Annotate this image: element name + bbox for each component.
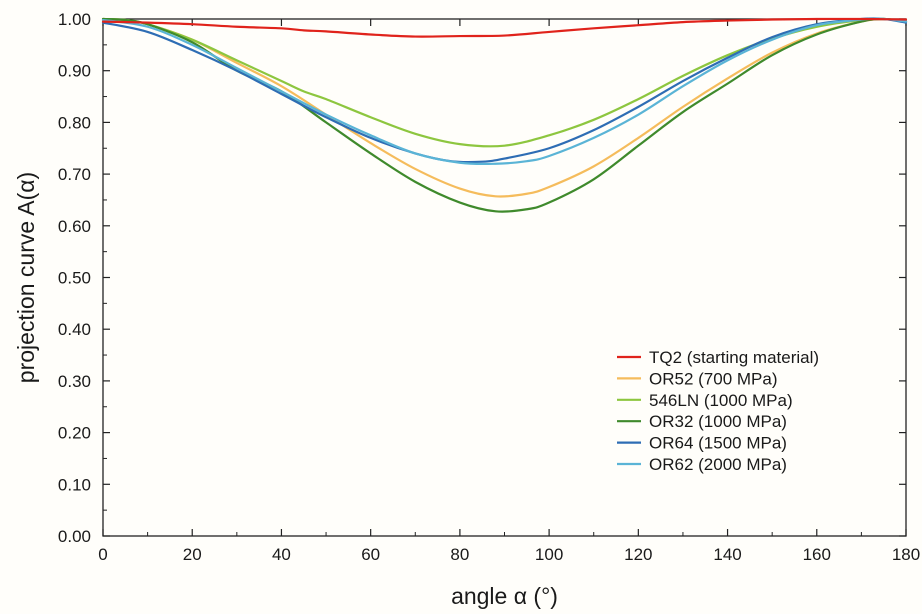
series-line-4 — [101, 17, 908, 213]
legend-label-6: OR62 (2000 MPa) — [649, 455, 787, 474]
y-tick-label: 0.40 — [58, 320, 91, 339]
x-axis: 0 20 40 60 80 100 120 140 160 180 — [98, 19, 920, 564]
y-tick-label: 0.20 — [58, 424, 91, 443]
series-line-2 — [101, 17, 908, 198]
legend-label-1: TQ2 (starting material) — [649, 348, 819, 367]
y-axis-title: projection curve A(α) — [13, 172, 39, 383]
legend-label-5: OR64 (1500 MPa) — [649, 434, 787, 453]
series-layer — [101, 17, 908, 213]
x-tick-label: 60 — [361, 545, 380, 564]
y-tick-label: 0.30 — [58, 372, 91, 391]
legend-label-3: 546LN (1000 MPa) — [649, 391, 793, 410]
series-line-5 — [101, 17, 908, 164]
x-tick-label: 100 — [535, 545, 563, 564]
x-tick-label: 160 — [803, 545, 831, 564]
x-tick-label: 140 — [713, 545, 741, 564]
x-tick-label: 40 — [272, 545, 291, 564]
y-tick-label: 1.00 — [58, 10, 91, 29]
x-tick-label: 0 — [98, 545, 107, 564]
y-tick-label: 0.90 — [58, 62, 91, 81]
x-axis-title: angle α (°) — [451, 583, 558, 609]
legend-label-2: OR52 (700 MPa) — [649, 369, 778, 388]
y-tick-label: 0.10 — [58, 475, 91, 494]
series-line-6 — [101, 17, 908, 166]
y-tick-label: 0.50 — [58, 269, 91, 288]
y-tick-label: 0.00 — [58, 527, 91, 546]
x-tick-label: 180 — [892, 545, 920, 564]
legend: TQ2 (starting material) OR52 (700 MPa) 546… — [617, 348, 819, 474]
x-tick-label: 120 — [624, 545, 652, 564]
x-tick-label: 80 — [450, 545, 469, 564]
x-tick-label: 20 — [183, 545, 202, 564]
legend-label-4: OR32 (1000 MPa) — [649, 412, 787, 431]
y-tick-label: 0.60 — [58, 217, 91, 236]
series-line-1 — [101, 17, 908, 38]
series-line-3 — [101, 17, 908, 148]
y-tick-label: 0.70 — [58, 165, 91, 184]
y-tick-label: 0.80 — [58, 113, 91, 132]
y-axis: 0.00 0.10 0.20 0.30 0.40 0.50 0.60 0.70 0.80 0.90… — [58, 10, 906, 546]
